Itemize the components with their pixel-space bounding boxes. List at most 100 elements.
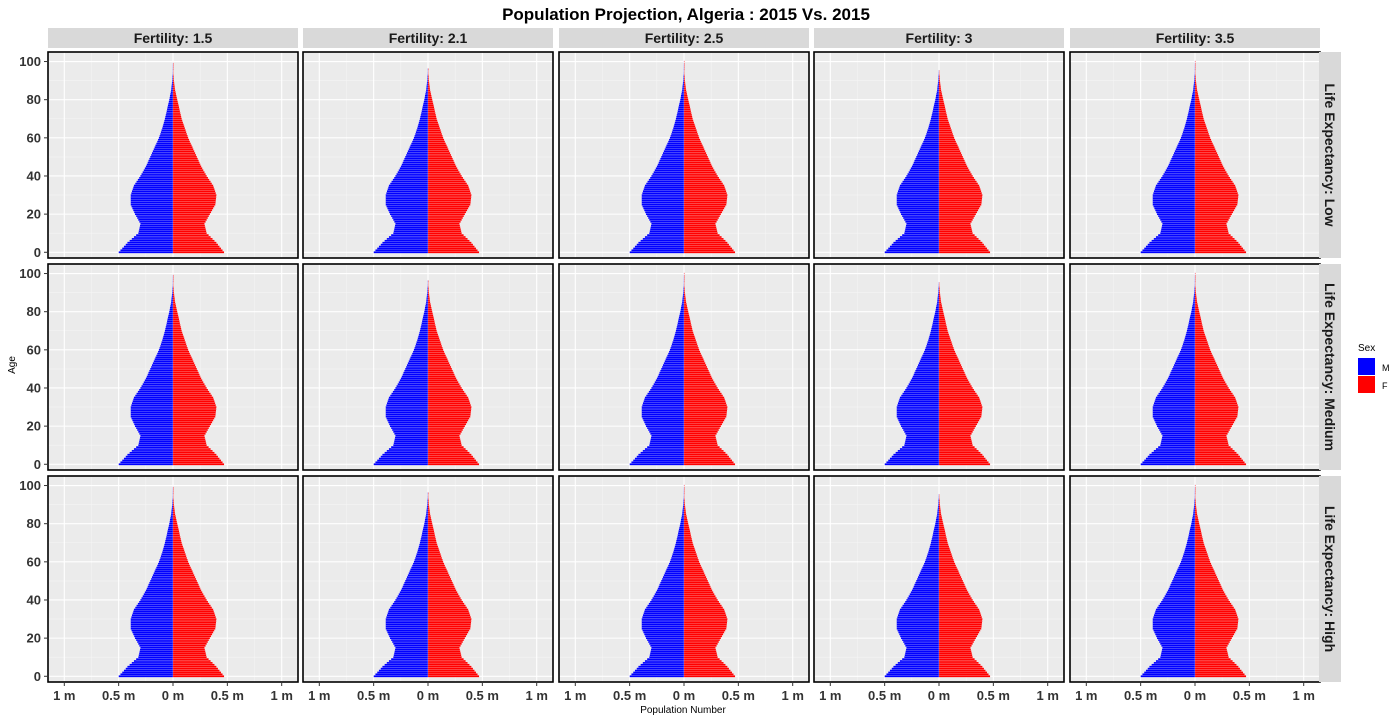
bar-female [427,593,459,596]
bar-female [683,216,719,219]
bar-male [167,528,174,531]
x-axis-title: Population Number [640,705,726,716]
bar-female [172,117,182,120]
bar-male [172,499,174,502]
bar-female [1194,375,1223,378]
bar-female [938,434,971,437]
bar-female [1194,218,1229,221]
bar-male [156,566,174,569]
bar-male [924,560,940,563]
bar-female [172,576,196,579]
bar-female [1194,449,1235,452]
bar-female [427,220,461,223]
bar-male [660,157,685,160]
bar-male [901,606,940,609]
bar-male [1162,174,1196,178]
bar-male [1171,157,1196,160]
bar-male [170,303,174,306]
bar-female [683,663,726,666]
bar-female [938,331,949,334]
bar-male [132,188,174,191]
bar-male [1172,577,1196,581]
bar-male [888,459,940,462]
bar-male [666,144,685,147]
bar-female [427,415,471,418]
bar-female [172,373,200,376]
bar-female [172,113,181,116]
bar-male [405,155,429,158]
bar-male [938,499,940,502]
bar-female [1194,106,1202,109]
bar-male [395,646,429,649]
bar-female [1194,534,1203,537]
bar-male [1189,318,1196,321]
bar-male [896,619,940,622]
bar-female [1194,379,1225,382]
bar-male [1179,140,1196,143]
bar-male [391,180,429,183]
bar-female [427,237,468,240]
bar-female [938,386,973,390]
bar-female [938,138,956,141]
bar-female [427,639,464,642]
bar-female [172,560,189,563]
bar-female [427,425,466,428]
bar-male [938,287,940,290]
bar-male [390,446,429,449]
bar-female [427,106,435,109]
bar-female [172,511,176,514]
bar-female [683,639,720,642]
bar-female [172,553,186,556]
bar-female [938,161,966,164]
bar-female [172,180,211,183]
bar-male [382,241,429,244]
bar-female [172,192,216,195]
bar-male [653,171,685,174]
bar-female [938,215,975,218]
bar-female [172,663,215,666]
bar-female [1194,304,1199,307]
bar-male [674,333,685,336]
bar-female [938,171,971,174]
bar-female [1194,614,1238,617]
bar-female [172,73,174,76]
bar-female [683,104,690,107]
bar-female [172,239,215,242]
bar-male [640,663,685,666]
bar-male [1159,640,1196,643]
bar-female [683,432,717,435]
bar-female [1194,537,1203,540]
bar-male [649,232,685,235]
bar-male [668,352,685,355]
bar-female [938,310,944,313]
bar-male [172,291,174,294]
bar-female [683,383,716,386]
bar-female [1194,423,1234,426]
bar-female [1194,556,1209,560]
bar-female [938,205,981,208]
bar-female [1194,411,1238,414]
bar-male [163,333,174,336]
bar-male [897,417,940,420]
bar-female [172,486,174,489]
bar-male [1156,423,1196,426]
bar-female [427,411,471,414]
bar-male [1172,153,1196,157]
bar-female [1194,285,1196,288]
bar-male [644,209,685,212]
bar-male [893,665,940,668]
bar-female [683,112,692,115]
bar-female [683,618,728,621]
y-tick-label: 100 [19,54,41,69]
bar-female [683,627,727,630]
bar-male [629,675,685,678]
bar-female [427,96,432,99]
bar-female [1194,652,1228,655]
y-tick-label: 60 [27,554,41,569]
bar-male [1183,341,1196,344]
bar-male [926,131,940,134]
bar-female [427,306,432,309]
bar-male [680,520,685,523]
bar-female [427,243,474,246]
bar-male [394,220,429,223]
